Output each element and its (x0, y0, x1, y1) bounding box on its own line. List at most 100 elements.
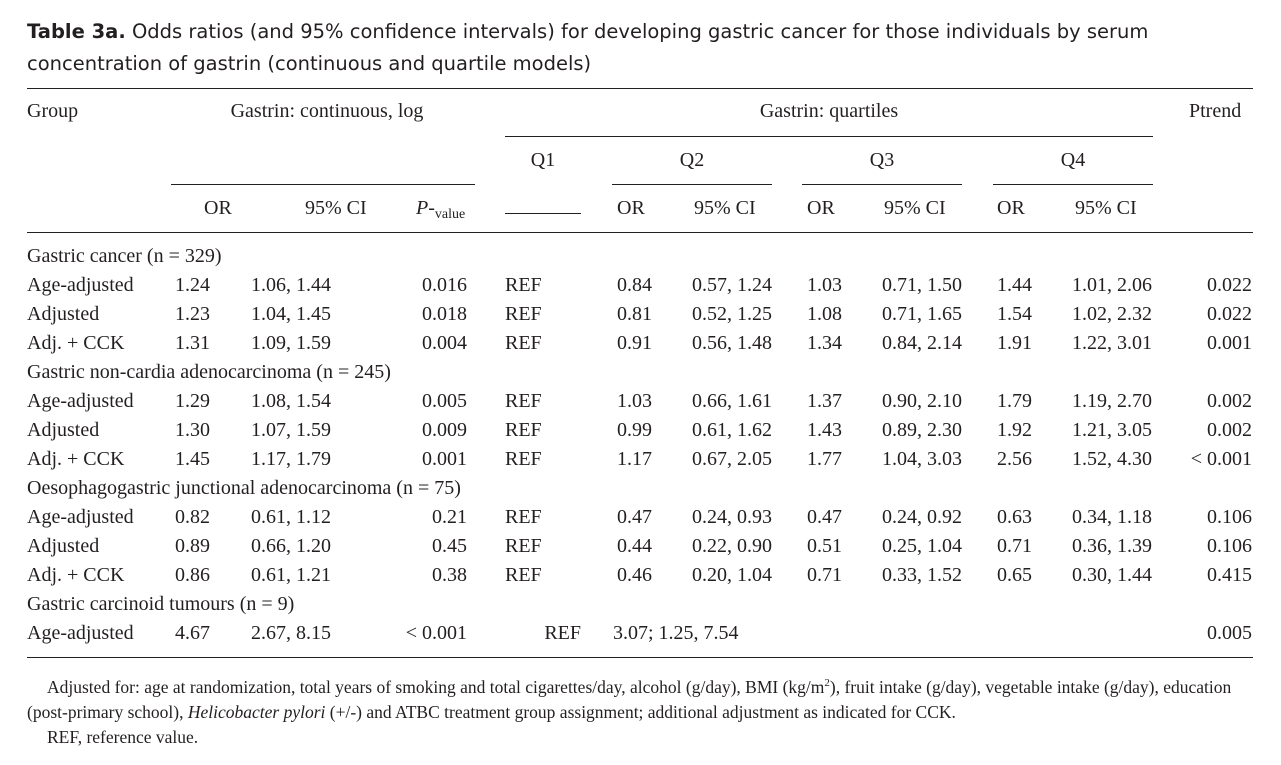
ptrend-value: < 0.001 (1190, 448, 1252, 470)
continuous-ci: 1.07, 1.59 (251, 419, 331, 441)
continuous-pvalue: < 0.001 (405, 622, 467, 644)
q2-rule (612, 184, 772, 185)
continuous-or: 1.31 (175, 332, 210, 354)
top-rule (27, 88, 1253, 89)
continuous-ci: 2.67, 8.15 (251, 622, 331, 644)
q1-rule (505, 213, 581, 214)
adjustment-note-part-c: (+/-) and ATBC treatment group assignmen… (325, 701, 956, 722)
q2-or: 0.99 (617, 419, 652, 441)
row-label: Adj. + CCK (27, 448, 125, 470)
adjustment-note: Adjusted for: age at randomization, tota… (27, 671, 1262, 725)
q1-value: REF (505, 332, 542, 354)
continuous-ci: 0.66, 1.20 (251, 535, 331, 557)
q3-ci: 0.90, 2.10 (882, 390, 962, 412)
quartiles-header: Gastrin: quartiles (759, 100, 899, 122)
continuous-or: 1.45 (175, 448, 210, 470)
quartiles-rule (505, 136, 1153, 137)
q4-or: 1.92 (997, 419, 1032, 441)
q2-or: 1.03 (617, 390, 652, 412)
q2-ci: 0.52, 1.25 (692, 303, 772, 325)
ptrend-value: 0.022 (1207, 303, 1252, 325)
q3-ci: 0.24, 0.92 (882, 506, 962, 528)
continuous-pvalue: 0.018 (422, 303, 467, 325)
q4-or: 0.71 (997, 535, 1032, 557)
continuous-or: 0.86 (175, 564, 210, 586)
q1-value: REF (505, 419, 542, 441)
q4-ci: 0.36, 1.39 (1072, 535, 1152, 557)
continuous-or: 1.23 (175, 303, 210, 325)
q4-ci: 1.52, 4.30 (1072, 448, 1152, 470)
q2-ci: 0.22, 0.90 (692, 535, 772, 557)
row-label: Adjusted (27, 303, 100, 325)
continuous-rule (171, 184, 475, 185)
q4-rule (993, 184, 1153, 185)
adjustment-note-sup: 2 (824, 677, 830, 689)
ptrend-value: 0.005 (1207, 622, 1252, 644)
q2-or: 0.46 (617, 564, 652, 586)
section-title: Gastric non-cardia adenocarcinoma (n = 2… (27, 361, 391, 383)
q4-or: 2.56 (997, 448, 1032, 470)
q1-value: REF (505, 274, 542, 296)
row-label: Age-adjusted (27, 622, 134, 644)
q3-rule (802, 184, 962, 185)
bottom-rule (27, 657, 1253, 658)
ref-note: REF, reference value. (47, 726, 199, 747)
q2-or: 0.91 (617, 332, 652, 354)
section-title: Gastric carcinoid tumours (n = 9) (27, 593, 295, 615)
q4-header: Q4 (1060, 149, 1086, 171)
q2-or: 0.84 (617, 274, 652, 296)
continuous-or: 1.29 (175, 390, 210, 412)
continuous-or: 0.89 (175, 535, 210, 557)
q2-or: 1.17 (617, 448, 652, 470)
q2-or: 0.81 (617, 303, 652, 325)
pvalue-header-sub: value (434, 207, 466, 222)
ptrend-value: 0.106 (1207, 535, 1252, 557)
continuous-ci: 0.61, 1.12 (251, 506, 331, 528)
continuous-ci: 1.06, 1.44 (251, 274, 331, 296)
q4-or-header: OR (997, 197, 1025, 219)
q1-value: REF (505, 448, 542, 470)
ptrend-value: 0.002 (1207, 419, 1252, 441)
row-label: Adj. + CCK (27, 564, 125, 586)
q3-or: 1.37 (807, 390, 842, 412)
q2-combined: 3.07; 1.25, 7.54 (613, 622, 739, 644)
or-header: OR (204, 197, 232, 219)
q4-ci: 1.21, 3.05 (1072, 419, 1152, 441)
q1-value: REF (505, 390, 542, 412)
q3-ci: 0.89, 2.30 (882, 419, 962, 441)
ptrend-value: 0.106 (1207, 506, 1252, 528)
q3-or: 0.51 (807, 535, 842, 557)
q3-or-header: OR (807, 197, 835, 219)
q3-or: 1.43 (807, 419, 842, 441)
q4-or: 1.79 (997, 390, 1032, 412)
q1-value: REF (505, 506, 542, 528)
table-caption: Table 3a. Odds ratios (and 95% confidenc… (27, 16, 1262, 80)
continuous-ci: 1.08, 1.54 (251, 390, 331, 412)
q1-value: REF (505, 303, 542, 325)
row-label: Adjusted (27, 535, 100, 557)
q4-ci-header: 95% CI (1075, 197, 1137, 219)
q4-or: 0.65 (997, 564, 1032, 586)
q3-ci: 0.84, 2.14 (882, 332, 962, 354)
q2-ci: 0.20, 1.04 (692, 564, 772, 586)
ptrend-value: 0.001 (1207, 332, 1252, 354)
q4-or: 1.91 (997, 332, 1032, 354)
q3-ci: 0.71, 1.65 (882, 303, 962, 325)
row-label: Adj. + CCK (27, 332, 125, 354)
continuous-ci: 1.09, 1.59 (251, 332, 331, 354)
group-header: Group (27, 100, 79, 122)
q2-ci: 0.57, 1.24 (692, 274, 772, 296)
row-label: Age-adjusted (27, 506, 134, 528)
continuous-pvalue: 0.009 (422, 419, 467, 441)
q4-or: 0.63 (997, 506, 1032, 528)
q2-or-header: OR (617, 197, 645, 219)
continuous-pvalue: 0.21 (432, 506, 467, 528)
q3-ci: 0.71, 1.50 (882, 274, 962, 296)
q4-ci: 0.34, 1.18 (1072, 506, 1152, 528)
continuous-ci: 0.61, 1.21 (251, 564, 331, 586)
row-label: Age-adjusted (27, 274, 134, 296)
q4-ci: 1.02, 2.32 (1072, 303, 1152, 325)
continuous-or: 1.24 (175, 274, 210, 296)
q2-ci: 0.56, 1.48 (692, 332, 772, 354)
adjustment-note-part-a: Adjusted for: age at randomization, tota… (47, 676, 825, 697)
